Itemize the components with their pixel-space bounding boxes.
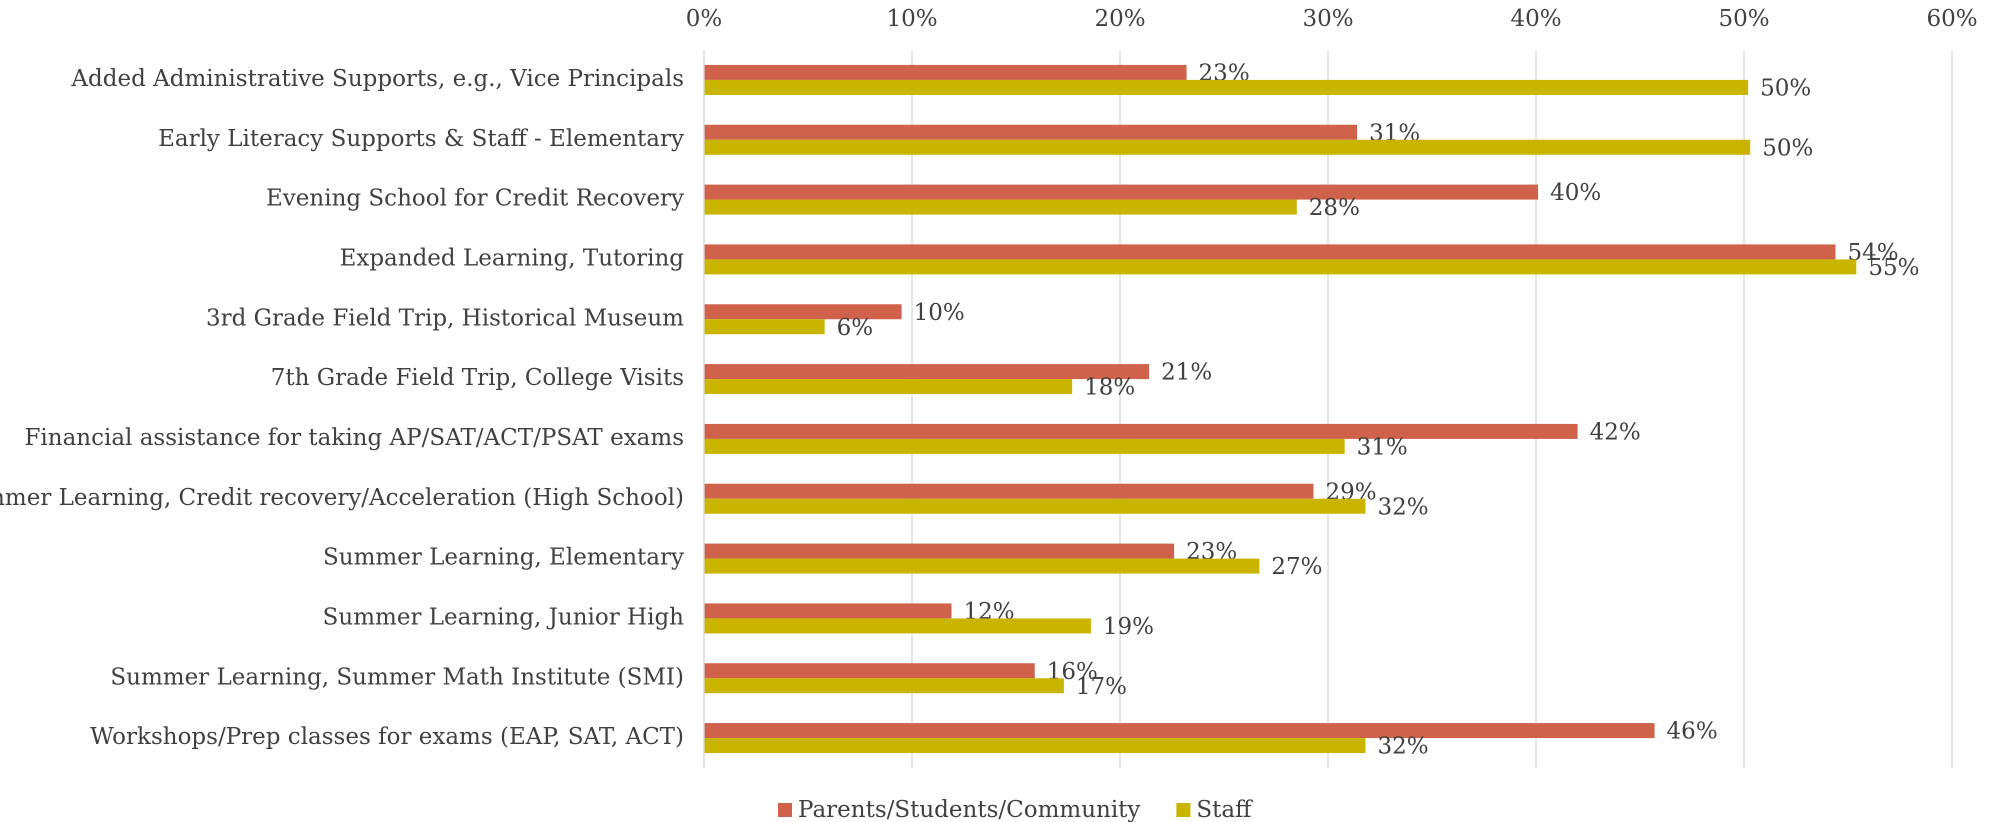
x-tick-label: 40%: [1510, 6, 1561, 32]
data-label: 42%: [1590, 419, 1641, 445]
bar: [704, 603, 952, 619]
y-tick-label: Financial assistance for taking AP/SAT/A…: [24, 425, 684, 451]
bar: [704, 79, 1749, 95]
data-label: 32%: [1377, 734, 1428, 760]
bar: [704, 678, 1064, 694]
x-tick-label: 10%: [886, 6, 937, 32]
data-label: 28%: [1309, 195, 1360, 221]
data-label: 27%: [1271, 554, 1322, 580]
y-tick-label: Early Literacy Supports & Staff - Elemen…: [158, 126, 684, 152]
data-label: 31%: [1357, 434, 1408, 460]
data-label: 46%: [1667, 719, 1718, 745]
data-label: 55%: [1868, 255, 1919, 281]
legend-label: Staff: [1196, 797, 1253, 822]
bar: [704, 199, 1297, 215]
bar: [704, 423, 1578, 439]
data-label: 18%: [1084, 375, 1135, 401]
x-tick-label: 30%: [1302, 6, 1353, 32]
bar: [704, 498, 1366, 514]
y-tick-label: Summer Learning, Credit recovery/Acceler…: [0, 485, 684, 511]
legend-swatch: [1176, 803, 1191, 817]
legend-label: Parents/Students/Community: [798, 797, 1140, 822]
legend-swatch: [778, 803, 792, 817]
bar: [704, 438, 1345, 454]
bar: [704, 64, 1187, 80]
bar: [704, 558, 1260, 574]
data-label: 40%: [1550, 180, 1601, 206]
bar: [704, 184, 1539, 200]
bar: [704, 379, 1073, 395]
bar: [704, 244, 1836, 260]
bar: [704, 139, 1751, 155]
bar: [704, 738, 1366, 754]
y-tick-label: Expanded Learning, Tutoring: [340, 245, 685, 271]
y-tick-label: Summer Learning, Junior High: [323, 604, 685, 630]
x-tick-label: 60%: [1926, 6, 1977, 32]
x-tick-label: 0%: [686, 6, 723, 32]
bar: [704, 483, 1314, 499]
y-tick-label: 7th Grade Field Trip, College Visits: [271, 365, 684, 391]
data-label: 50%: [1760, 75, 1811, 101]
bar: [704, 663, 1035, 679]
y-tick-label: Evening School for Credit Recovery: [266, 186, 684, 212]
bar: [704, 319, 825, 335]
bar: [704, 723, 1655, 739]
data-label: 6%: [837, 315, 874, 341]
y-tick-label: Workshops/Prep classes for exams (EAP, S…: [90, 724, 684, 750]
x-tick-label: 20%: [1094, 6, 1145, 32]
data-label: 10%: [914, 300, 965, 326]
bar: [704, 618, 1091, 634]
data-label: 21%: [1161, 360, 1212, 386]
y-tick-label: Added Administrative Supports, e.g., Vic…: [70, 66, 684, 92]
bar: [704, 259, 1857, 275]
bar: [704, 124, 1358, 140]
bar: [704, 364, 1150, 380]
y-tick-label: 3rd Grade Field Trip, Historical Museum: [206, 305, 684, 331]
data-label: 19%: [1103, 614, 1154, 640]
data-label: 50%: [1762, 135, 1813, 161]
data-label: 17%: [1076, 674, 1127, 700]
bar: [704, 304, 902, 320]
y-tick-label: Summer Learning, Elementary: [323, 545, 684, 571]
y-tick-label: Summer Learning, Summer Math Institute (…: [110, 664, 684, 690]
bar: [704, 543, 1175, 559]
data-label: 32%: [1377, 494, 1428, 520]
x-tick-label: 50%: [1718, 6, 1769, 32]
